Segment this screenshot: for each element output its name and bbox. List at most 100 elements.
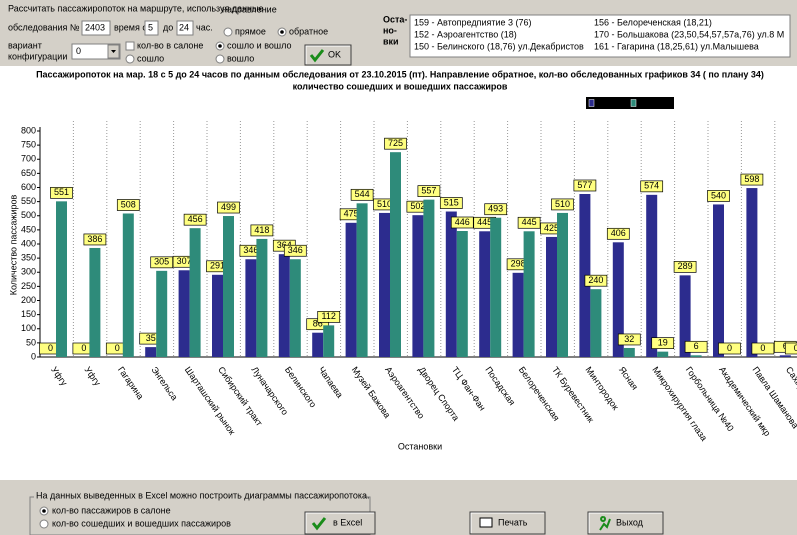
x-tick-label: Минтородок — [584, 365, 621, 412]
mode-option: сошло и вошло — [227, 40, 291, 50]
value-label-box — [450, 216, 474, 229]
value-label-box — [740, 173, 764, 186]
footer-title: На данных выведенных в Excel можно постр… — [36, 490, 370, 500]
legend — [586, 97, 674, 109]
value-label: 446 — [455, 217, 470, 227]
x-tick-label: Сахарова — [784, 365, 797, 404]
mode-option: кол-во в салоне — [137, 40, 203, 50]
y-tick-label: 50 — [26, 337, 36, 347]
footer-option: кол-во пассажиров в салоне — [52, 505, 171, 515]
label: до — [163, 22, 173, 32]
value-label: 35 — [146, 333, 156, 343]
value-label-box — [640, 180, 664, 193]
legend-swatch — [630, 99, 637, 107]
bar — [289, 259, 301, 357]
value-label: 291 — [210, 261, 225, 271]
bar — [312, 332, 324, 357]
value-label-box — [784, 342, 797, 355]
label: обследования № — [8, 22, 80, 32]
mode-radio[interactable] — [125, 54, 135, 64]
y-tick-label: 800 — [21, 125, 36, 135]
bar — [423, 199, 435, 357]
value-label-box — [573, 179, 597, 192]
x-tick-label: Уфгу — [49, 365, 69, 388]
y-axis-label: Количество пассажиров — [8, 195, 18, 296]
value-label-box — [718, 342, 741, 355]
value-label-box — [684, 340, 708, 353]
x-tick-label: Белинского — [283, 365, 318, 410]
value-label: 445 — [522, 217, 537, 227]
time-from-input[interactable] — [144, 20, 159, 36]
y-tick-label: 600 — [21, 182, 36, 192]
bar — [212, 274, 223, 357]
time-to-value: 24 — [179, 22, 189, 32]
value-label: 425 — [544, 223, 559, 233]
bar — [412, 215, 424, 357]
bar — [356, 203, 368, 357]
footer-button[interactable] — [587, 511, 664, 535]
bar — [679, 275, 691, 357]
x-tick-label: Ясная — [617, 365, 640, 392]
y-tick-label: 400 — [21, 238, 36, 248]
bar — [713, 204, 724, 357]
footer-button-highlight — [305, 512, 374, 533]
value-label: 386 — [87, 234, 102, 244]
stop-item: 161 - Гагарина (18,25,61) ул.Малышева — [594, 41, 759, 51]
y-tick-label: 500 — [21, 210, 36, 220]
x-tick-label: ТЦ Фан-Фан — [450, 365, 488, 413]
value-label: 493 — [488, 204, 503, 214]
value-label: 475 — [344, 209, 359, 219]
y-tick-label: 550 — [21, 196, 36, 206]
y-tick-label: 100 — [21, 323, 36, 333]
value-label: 406 — [611, 228, 626, 238]
bar — [646, 194, 658, 357]
stops-list[interactable] — [409, 14, 791, 58]
footer-button[interactable] — [304, 511, 376, 535]
bar — [256, 238, 268, 357]
value-label-box — [651, 337, 675, 349]
value-label-box — [484, 203, 508, 216]
legend-entry: Сошло — [596, 98, 625, 108]
value-label: 510 — [377, 199, 392, 209]
bar — [490, 217, 502, 357]
config-value: 0 — [76, 46, 81, 56]
bar — [278, 254, 290, 357]
value-label: 557 — [421, 186, 436, 196]
value-label-box — [116, 199, 140, 211]
footer-radio[interactable] — [39, 519, 49, 529]
value-label: 502 — [410, 201, 425, 211]
value-label: 544 — [355, 189, 370, 199]
survey-input[interactable] — [81, 20, 111, 36]
value-label: 0 — [48, 343, 53, 353]
value-label-box — [751, 342, 775, 355]
value-label-box — [183, 213, 207, 226]
print-icon — [479, 517, 493, 528]
time-to-input[interactable] — [176, 20, 194, 36]
y-tick-label: 750 — [21, 140, 36, 150]
footer-title-bg — [34, 491, 364, 502]
value-label: 418 — [254, 225, 269, 235]
mode-radio[interactable] — [215, 54, 225, 64]
bar — [623, 347, 635, 357]
mode-checkbox[interactable] — [125, 41, 135, 51]
bottom-panel — [0, 480, 797, 535]
value-label: 574 — [644, 181, 659, 191]
bar — [379, 212, 390, 357]
value-label-box — [617, 333, 641, 346]
footer-option: кол-во сошедших и вошедших пассажиров — [52, 518, 231, 528]
footer-button-label: Печать — [498, 517, 528, 527]
bar — [690, 355, 702, 357]
direction-radio[interactable] — [223, 27, 233, 37]
bar — [56, 201, 67, 357]
value-label: 307 — [177, 256, 192, 266]
time-from-value: 5 — [148, 22, 153, 32]
value-label: 598 — [744, 174, 759, 184]
value-label-box — [283, 244, 307, 257]
y-tick-label: 200 — [21, 295, 36, 305]
value-label: 32 — [624, 334, 634, 344]
footer-radio-dot — [42, 509, 46, 513]
excel-icon — [311, 517, 327, 531]
bar — [390, 152, 401, 357]
value-label: 346 — [288, 245, 303, 255]
x-tick-label: Уфгу — [83, 365, 103, 388]
